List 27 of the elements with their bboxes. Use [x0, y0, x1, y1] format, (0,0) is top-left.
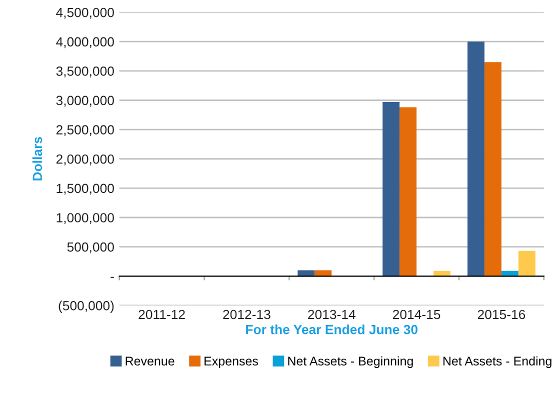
- x-tick-label: 2012-13: [223, 310, 270, 320]
- x-tick-label: 2014-15: [392, 310, 440, 320]
- x-tick-label: 2013-14: [308, 310, 356, 320]
- bar: [382, 102, 400, 276]
- y-tick-label: 500,000: [67, 242, 114, 254]
- legend-label: Net Assets - Beginning: [288, 356, 413, 368]
- y-tick-label: -: [110, 276, 114, 278]
- y-tick-label: 1,500,000: [56, 184, 114, 195]
- y-tick-label: 3,000,000: [56, 96, 114, 107]
- y-tick-label: 2,500,000: [56, 125, 114, 136]
- legend-label: Net Assets - Ending: [443, 356, 552, 368]
- y-axis-title: Dollars: [32, 137, 42, 180]
- y-tick-label: (500,000): [58, 300, 114, 313]
- legend-label: Revenue: [126, 356, 174, 366]
- bar: [400, 107, 417, 276]
- x-axis-title: For the Year Ended June 30: [246, 324, 418, 334]
- bar: [484, 62, 502, 276]
- y-tick-label: 3,500,000: [56, 66, 114, 78]
- x-tick-label: 2015-16: [478, 310, 526, 320]
- y-tick-label: 4,000,000: [56, 37, 114, 48]
- y-tick-label: 4,500,000: [56, 8, 114, 19]
- bar: [467, 42, 484, 276]
- x-tick-label: 2011-12: [138, 310, 185, 320]
- bar: [518, 250, 536, 276]
- y-tick-label: 1,000,000: [56, 213, 114, 224]
- legend-label: Expenses: [204, 356, 258, 368]
- y-tick-label: 2,000,000: [56, 154, 114, 166]
